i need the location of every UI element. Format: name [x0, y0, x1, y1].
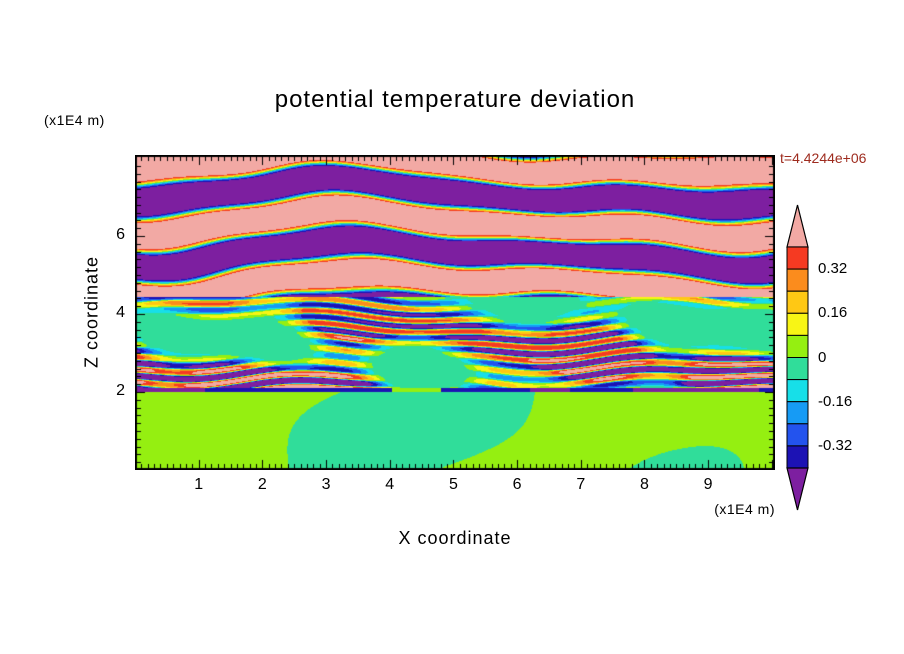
x-tick-label: 5	[448, 476, 458, 493]
x-tick-label: 6	[512, 476, 522, 493]
x-axis-title: X coordinate	[398, 528, 512, 548]
colorbar-band	[786, 401, 809, 425]
colorbar-band	[786, 312, 809, 336]
colorbar-tick-label: -0.32	[818, 436, 853, 454]
colorbar-band	[786, 290, 809, 314]
colorbar	[786, 204, 809, 511]
heatmap-field-canvas	[135, 155, 775, 470]
x-tick-label: 9	[703, 476, 713, 493]
colorbar-band	[786, 423, 809, 447]
x-tick-label: 2	[257, 476, 267, 493]
y-axis-unit-label: (x1E4 m)	[44, 112, 105, 128]
colorbar-band	[786, 445, 809, 469]
colorbar-band	[786, 357, 809, 381]
colorbar-tick-label: -0.16	[818, 392, 853, 410]
colorbar-above-arrow	[786, 204, 809, 248]
x-tick-label: 8	[639, 476, 649, 493]
x-tick-label: 3	[321, 476, 331, 493]
x-axis-unit-label: (x1E4 m)	[714, 501, 775, 517]
colorbar-below-arrow	[786, 467, 809, 511]
z-tick-label: 2	[116, 382, 125, 400]
colorbar-tick-label: 0.16	[818, 304, 848, 322]
colorbar-band	[786, 246, 809, 270]
colorbar-band	[786, 334, 809, 358]
z-tick-label: 6	[116, 226, 125, 244]
colorbar-tick-label: 0.32	[818, 260, 848, 278]
colorbar-band	[786, 268, 809, 292]
z-tick-label: 4	[116, 304, 125, 322]
time-label: t=4.4244e+06	[780, 150, 867, 166]
colorbar-band	[786, 379, 809, 403]
x-tick-label: 4	[385, 476, 395, 493]
x-tick-label: 1	[194, 476, 204, 493]
chart-title: potential temperature deviation	[274, 86, 636, 113]
colorbar-tick-label: 0	[818, 348, 827, 366]
x-tick-label: 7	[576, 476, 586, 493]
